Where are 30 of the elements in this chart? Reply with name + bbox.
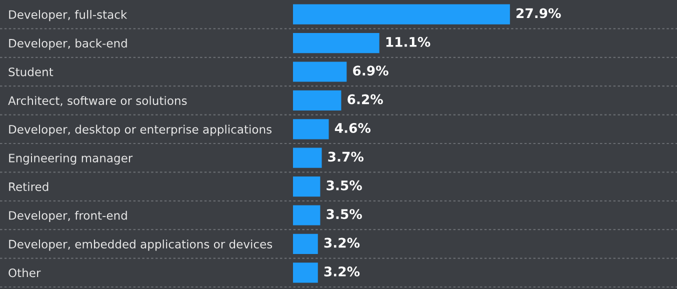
y-tick-label: Other <box>8 268 41 278</box>
y-tick-label: Developer, front-end <box>9 210 127 222</box>
data-label: 3.5% <box>326 209 362 220</box>
y-tick-label: Developer, embedded applications or devices <box>9 240 272 251</box>
y-tick-label: Architect, software or solutions <box>8 96 187 106</box>
data-label: 3.7% <box>328 152 364 162</box>
bar <box>293 176 320 197</box>
y-tick-label: Engineering manager <box>9 153 133 165</box>
data-label: 6.2% <box>348 94 383 104</box>
bar <box>293 4 510 24</box>
bar <box>293 205 320 226</box>
bar <box>293 62 347 82</box>
y-tick-label: Student <box>8 67 54 76</box>
data-label: 3.5% <box>326 180 362 190</box>
bar <box>293 262 318 283</box>
y-tick-label: Developer, full-stack <box>9 10 128 22</box>
data-label: 3.2% <box>324 266 360 276</box>
y-tick-label: Developer, desktop or enterprise applications <box>9 124 272 136</box>
bar <box>293 33 380 54</box>
data-label: 4.6% <box>334 123 370 133</box>
y-tick-label: Developer, back-end <box>9 38 127 50</box>
bar <box>293 90 342 110</box>
data-label: 27.9% <box>516 8 561 18</box>
y-tick-label: Retired <box>9 182 48 192</box>
bar <box>293 234 318 254</box>
bar <box>293 148 322 168</box>
data-label: 11.1% <box>386 36 430 47</box>
data-label: 3.2% <box>324 238 360 248</box>
data-label: 6.9% <box>353 66 388 76</box>
bar <box>293 119 329 140</box>
